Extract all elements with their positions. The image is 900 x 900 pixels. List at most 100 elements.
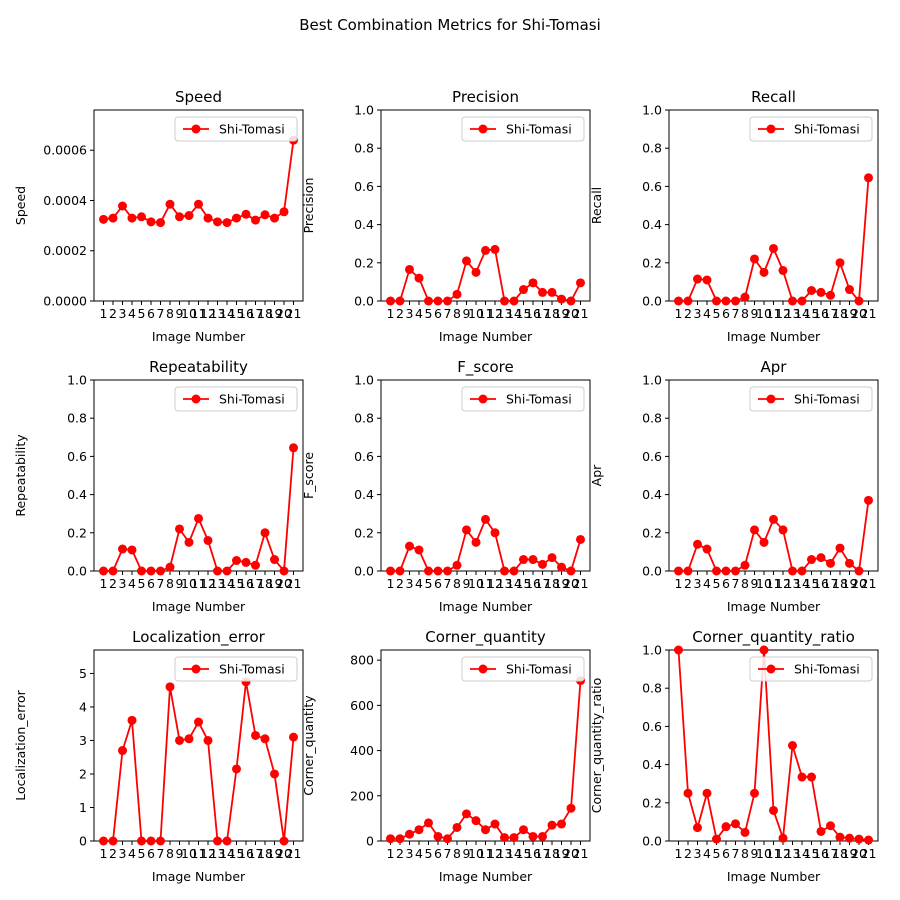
y-tick-label: 0.6 [354,179,374,194]
legend-marker [766,664,776,674]
x-tick-label: 6 [147,306,155,321]
x-tick-label: 20 [851,846,867,861]
y-tick-label: 200 [350,788,374,803]
data-point [788,296,797,306]
data-point [750,525,759,535]
data-point [118,201,127,211]
data-point [127,545,137,555]
x-axis-label: Image Number [152,869,246,884]
data-point [674,296,683,306]
x-axis-label: Image Number [439,599,533,614]
x-tick-label: 11 [766,306,782,321]
x-tick-label: 9 [463,576,471,591]
data-point [203,735,213,745]
x-tick-label: 15 [804,846,820,861]
x-tick-label: 17 [823,846,839,861]
data-point [731,566,740,576]
x-tick-label: 2 [109,576,117,591]
data-point [788,566,797,576]
data-point [251,560,260,570]
y-axis-label: Localization_error [13,689,28,800]
data-point [835,832,845,842]
data-point [222,566,232,576]
data-point [490,819,500,829]
x-tick-label: 12 [775,846,791,861]
x-tick-label: 12 [200,306,216,321]
x-tick-label: 3 [694,306,702,321]
data-point [547,287,557,297]
x-tick-label: 16 [238,576,254,591]
data-point [538,831,547,841]
x-tick-label: 10 [181,846,197,861]
x-tick-label: 20 [563,846,579,861]
x-tick-label: 20 [851,576,867,591]
y-tick-label: 0 [366,834,374,849]
legend-marker [766,394,776,404]
data-point [184,211,194,221]
y-tick-label: 0.8 [354,141,374,156]
data-point [405,264,414,274]
y-tick-label: 0.4 [67,487,87,502]
data-point [500,833,509,843]
x-tick-label: 19 [267,576,283,591]
y-tick-label: 0.2 [642,525,662,540]
legend-label: Shi-Tomasi [794,662,860,677]
data-point [165,199,175,209]
x-tick-label: 7 [732,846,740,861]
data-point [232,213,241,223]
x-axis-label: Image Number [439,329,533,344]
data-point [165,562,175,572]
data-point [251,730,260,740]
legend-marker [478,664,488,674]
data-point [778,265,788,275]
data-point [693,823,702,833]
x-tick-label: 7 [444,576,452,591]
data-point [424,296,433,306]
data-point [509,833,519,843]
x-tick-label: 10 [181,306,197,321]
y-tick-label: 1.0 [354,103,374,118]
data-point [721,566,731,576]
data-point [414,825,424,835]
x-tick-label: 4 [128,576,136,591]
y-axis-label: Apr [589,464,604,486]
x-tick-label: 13 [785,576,801,591]
x-tick-label: 9 [463,306,471,321]
data-point [826,821,835,831]
legend-box [174,386,298,412]
x-tick-label: 13 [497,576,513,591]
y-tick-label: 0.6 [67,449,87,464]
y-tick-label: 0.6 [642,179,662,194]
y-tick-label: 0.8 [354,411,374,426]
data-point [797,296,807,306]
legend-label: Shi-Tomasi [506,662,572,677]
x-tick-label: 10 [756,306,772,321]
x-tick-label: 18 [257,846,273,861]
x-tick-label: 10 [468,306,484,321]
y-tick-label: 5 [79,666,87,681]
x-tick-label: 16 [525,306,541,321]
y-axis-label: Recall [589,187,604,224]
data-point [99,566,108,576]
legend: Shi-Tomasi [461,656,585,682]
y-tick-label: 4 [79,699,87,714]
data-point [845,833,854,843]
data-point [500,566,509,576]
x-tick-label: 19 [267,306,283,321]
subplot-title: Apr [761,358,788,376]
x-tick-label: 13 [497,846,513,861]
y-tick-label: 0 [79,834,87,849]
legend-box [461,386,585,412]
subplot-title: Corner_quantity_ratio [692,628,855,647]
data-point [270,769,279,779]
x-tick-label: 8 [741,576,749,591]
x-tick-label: 14 [219,846,235,861]
data-point [279,566,289,576]
data-point [194,717,203,727]
y-tick-label: 0.8 [67,411,87,426]
data-point [816,553,826,563]
x-tick-label: 20 [276,846,292,861]
data-point [289,443,298,453]
data-point [471,267,481,277]
